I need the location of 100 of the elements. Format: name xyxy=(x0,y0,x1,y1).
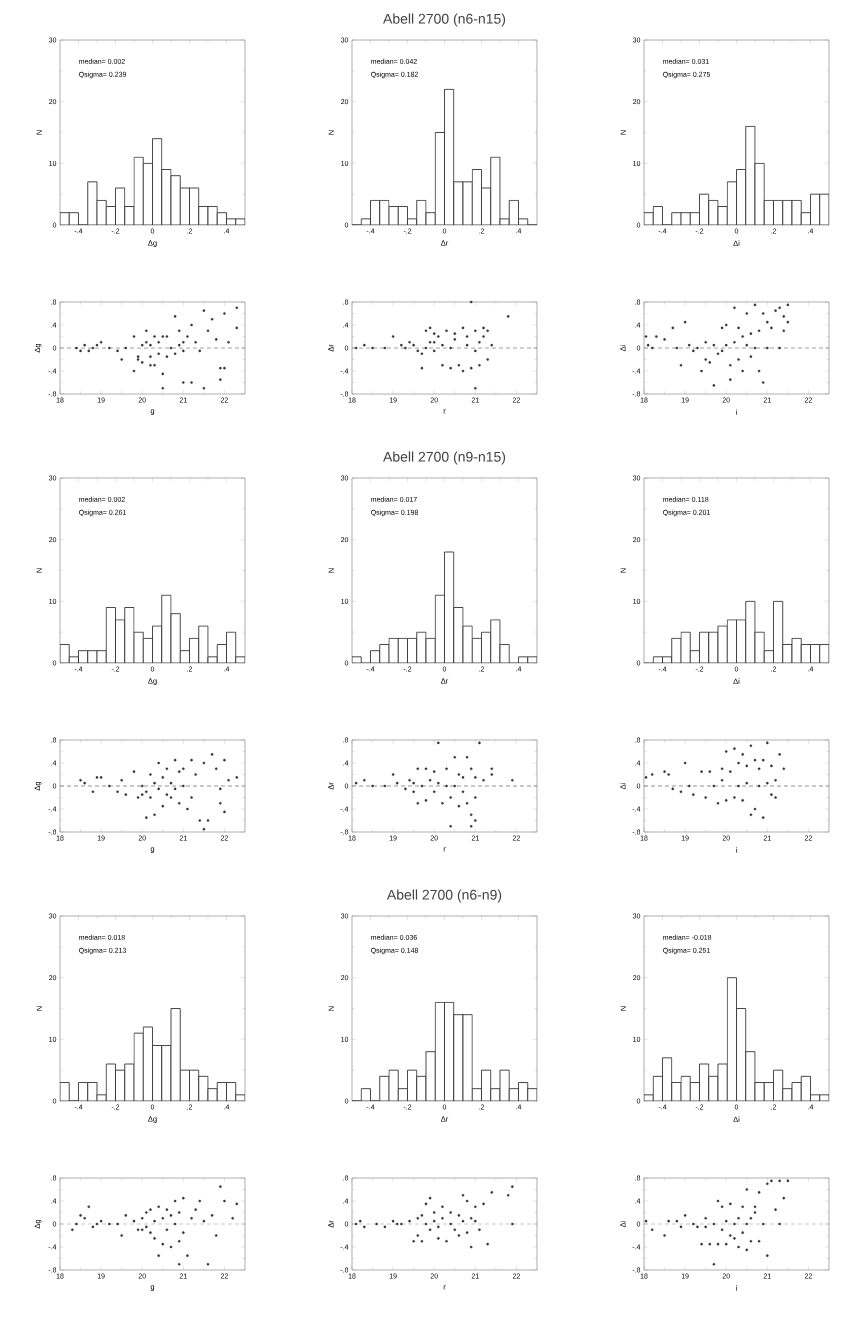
point xyxy=(766,741,769,745)
point xyxy=(490,1191,494,1194)
point xyxy=(474,819,477,822)
point xyxy=(720,1205,724,1209)
point xyxy=(761,1222,765,1226)
point xyxy=(165,1208,169,1211)
point xyxy=(441,363,444,367)
point xyxy=(235,1202,239,1206)
point xyxy=(679,363,683,367)
point xyxy=(741,753,744,756)
point xyxy=(190,323,193,327)
point xyxy=(165,335,169,338)
point xyxy=(231,1216,234,1220)
point xyxy=(190,796,193,799)
point xyxy=(757,1239,761,1243)
point xyxy=(383,346,387,350)
point xyxy=(696,346,699,350)
point xyxy=(157,1254,160,1257)
point xyxy=(428,326,432,330)
point xyxy=(712,384,716,387)
point xyxy=(95,1222,99,1226)
point xyxy=(95,343,99,347)
point xyxy=(391,773,395,776)
point xyxy=(173,758,177,762)
point xyxy=(441,801,444,805)
point xyxy=(741,1231,744,1234)
point xyxy=(761,381,765,384)
point xyxy=(753,346,757,350)
point xyxy=(733,1237,736,1240)
point xyxy=(724,750,728,753)
point xyxy=(120,1234,123,1237)
point xyxy=(465,335,469,338)
point xyxy=(704,358,707,361)
point xyxy=(173,352,177,356)
point xyxy=(650,1228,654,1232)
point xyxy=(778,346,781,350)
point xyxy=(774,309,777,312)
point xyxy=(786,320,790,324)
point xyxy=(108,784,111,788)
point xyxy=(354,781,358,785)
point xyxy=(424,329,428,333)
point xyxy=(708,361,712,364)
point xyxy=(428,778,432,782)
point xyxy=(757,767,761,771)
point xyxy=(182,1196,185,1200)
point xyxy=(774,778,777,782)
point xyxy=(741,799,744,802)
point xyxy=(737,326,740,330)
point xyxy=(132,369,136,373)
point xyxy=(478,363,481,367)
point xyxy=(87,1205,91,1209)
point xyxy=(716,352,720,356)
point xyxy=(474,1219,477,1223)
point xyxy=(108,346,111,350)
point xyxy=(153,1237,156,1240)
point xyxy=(774,1208,777,1211)
point xyxy=(720,767,724,771)
point xyxy=(724,1219,728,1223)
point xyxy=(157,1205,160,1209)
point xyxy=(363,1225,366,1229)
point xyxy=(371,346,374,350)
point xyxy=(737,358,740,361)
point xyxy=(749,744,753,748)
point xyxy=(745,1248,749,1252)
point xyxy=(761,816,765,819)
point xyxy=(420,1239,424,1243)
point xyxy=(383,1225,387,1229)
point xyxy=(363,343,366,347)
point xyxy=(461,1219,465,1223)
point xyxy=(720,326,724,330)
point xyxy=(745,1188,749,1191)
point xyxy=(474,329,477,333)
point xyxy=(124,793,128,796)
point xyxy=(720,778,724,782)
point xyxy=(404,787,407,791)
point xyxy=(733,796,736,799)
point xyxy=(186,1254,189,1257)
point xyxy=(177,801,181,805)
point xyxy=(465,1231,469,1234)
point xyxy=(770,1179,773,1183)
point xyxy=(140,784,144,788)
point xyxy=(161,335,165,338)
point xyxy=(474,776,477,779)
point xyxy=(91,1225,95,1229)
point xyxy=(716,1199,720,1203)
point xyxy=(729,1202,732,1206)
point xyxy=(75,1222,78,1226)
chart-title: Abell 2700 (n6-n9) xyxy=(386,889,502,903)
point xyxy=(223,312,226,315)
point xyxy=(729,770,732,773)
point xyxy=(700,369,703,373)
point xyxy=(412,343,415,347)
point xyxy=(778,1179,781,1183)
point xyxy=(161,776,165,779)
point xyxy=(136,796,140,799)
point xyxy=(416,1234,420,1237)
point xyxy=(745,343,749,347)
point xyxy=(741,1205,744,1209)
point xyxy=(136,1228,140,1232)
point xyxy=(704,796,707,799)
